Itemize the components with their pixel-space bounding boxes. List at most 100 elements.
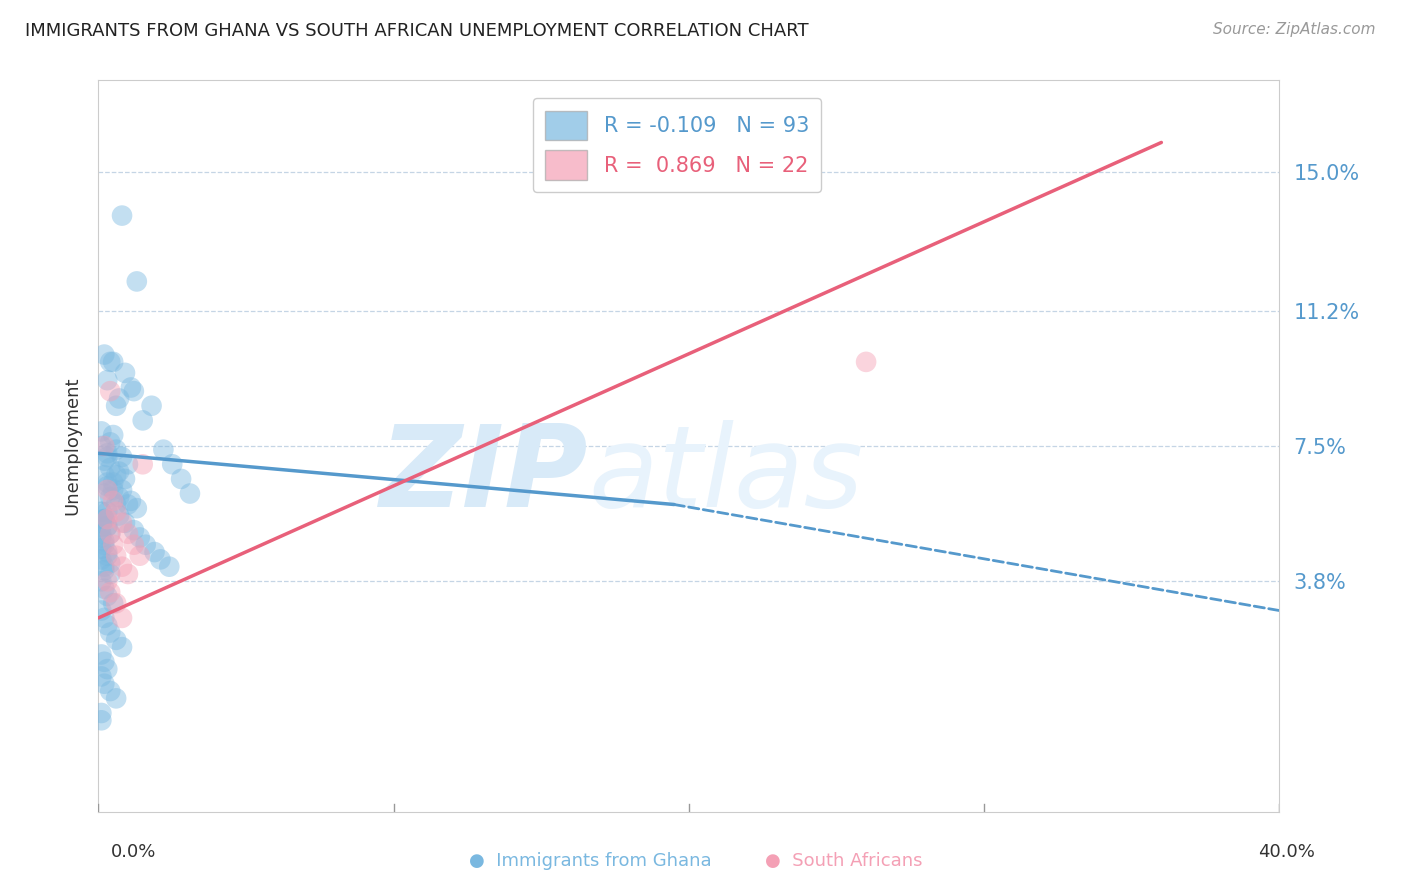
Point [111,209,134,223]
Point [90,530,112,544]
Point [103,538,125,552]
Text: Source: ZipAtlas.com: Source: ZipAtlas.com [1212,22,1375,37]
Point [103,355,125,369]
Point [132,457,155,471]
Point [93,538,115,552]
Text: atlas: atlas [589,420,863,531]
Point [105,505,128,519]
Point [96,545,118,559]
Point [135,538,157,552]
Point [96,662,118,676]
Point [96,505,118,519]
Point [93,439,115,453]
Point [96,475,118,490]
Point [105,498,128,512]
Point [93,468,115,483]
Point [90,648,112,662]
Point [93,512,115,526]
Point [98,567,121,582]
Point [114,366,136,380]
Point [128,530,150,544]
Point [98,526,121,541]
Point [93,486,115,500]
Point [90,541,112,556]
Point [105,632,128,647]
Point [93,655,115,669]
Point [93,347,115,362]
Point [96,549,118,563]
Point [90,505,112,519]
Point [117,567,139,582]
Point [98,556,121,570]
Point [108,465,131,479]
Point [162,457,183,471]
Point [93,563,115,577]
Point [90,519,112,533]
Point [90,603,112,617]
Point [105,399,128,413]
Point [98,625,121,640]
Point [855,355,877,369]
Point [93,611,115,625]
Text: ●  South Africans: ● South Africans [765,852,922,870]
Point [98,585,121,599]
Text: 40.0%: 40.0% [1258,843,1315,861]
Point [105,691,128,706]
Point [98,461,121,475]
Point [90,574,112,589]
Text: ●  Immigrants from Ghana: ● Immigrants from Ghana [470,852,711,870]
Legend: R = -0.109   N = 93, R =  0.869   N = 22: R = -0.109 N = 93, R = 0.869 N = 22 [533,98,821,193]
Point [132,413,155,427]
Point [90,552,112,566]
Point [103,428,125,442]
Point [96,618,118,632]
Point [105,596,128,610]
Point [117,498,139,512]
Point [120,494,142,508]
Point [149,552,172,566]
Point [108,392,131,406]
Point [93,453,115,467]
Point [117,526,139,541]
Text: ZIP: ZIP [380,420,589,531]
Point [707,172,730,186]
Point [93,534,115,549]
Point [120,380,142,394]
Point [103,475,125,490]
Point [96,446,118,460]
Point [117,457,139,471]
Point [90,439,112,453]
Point [93,512,115,526]
Point [114,516,136,530]
Point [96,450,118,464]
Point [111,483,134,497]
Point [105,549,128,563]
Point [96,519,118,533]
Point [122,538,145,552]
Point [90,706,112,720]
Point [125,274,148,288]
Y-axis label: Unemployment: Unemployment [63,376,82,516]
Point [93,676,115,690]
Point [98,526,121,541]
Point [98,490,121,504]
Point [93,582,115,596]
Point [90,714,112,728]
Point [98,384,121,398]
Point [111,640,134,655]
Point [111,559,134,574]
Point [108,508,131,523]
Point [111,611,134,625]
Point [98,355,121,369]
Point [98,435,121,450]
Point [96,373,118,387]
Point [93,559,115,574]
Point [111,516,134,530]
Point [96,589,118,603]
Point [103,596,125,610]
Point [90,425,112,439]
Point [114,472,136,486]
Point [96,512,118,526]
Point [93,512,115,526]
Point [152,442,174,457]
